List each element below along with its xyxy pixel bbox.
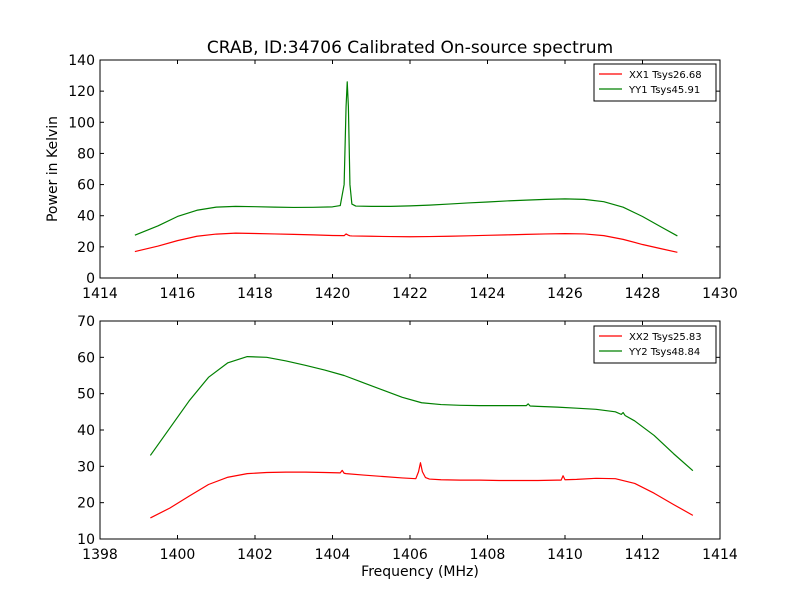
y-tick-label: 120: [68, 84, 95, 100]
x-tick-label: 1422: [392, 286, 428, 302]
y-tick-label: 20: [77, 240, 95, 256]
legend-label-1: XX1 Tsys26.68: [629, 70, 702, 81]
legend-label-2: YY1 Tsys45.91: [628, 85, 700, 96]
x-tick-label: 1402: [237, 547, 273, 563]
legend: XX2 Tsys25.83 YY2 Tsys48.84: [593, 325, 717, 364]
x-axis-label: Frequency (MHz): [361, 564, 479, 580]
y-tick-label: 60: [77, 350, 95, 366]
x-tick-label: 1430: [702, 286, 738, 302]
y-tick-label: 80: [77, 146, 95, 162]
y-tick-label: 10: [77, 532, 95, 548]
legend-label-2: YY2 Tsys48.84: [628, 347, 700, 358]
x-tick-label: 1412: [625, 547, 661, 563]
legend: XX1 Tsys26.68 YY1 Tsys45.91: [593, 63, 717, 102]
legend-label-1: XX2 Tsys25.83: [629, 332, 702, 343]
x-tick-label: 1406: [392, 547, 428, 563]
y-tick-label: 0: [86, 271, 95, 287]
series-line-2: [134, 81, 678, 237]
x-tick-label: 1410: [547, 547, 583, 563]
y-tick-label: 140: [68, 53, 95, 69]
x-tick-label: 1408: [470, 547, 506, 563]
legend-box: [593, 325, 717, 364]
plot-1: 1414 1416 1418 1420 1422 1424 1426 1428 1430 0 20 4…: [45, 53, 738, 302]
plot-2: 1398 1400 1402 1404 1406 1408 1410 1412 1414 10 20…: [77, 314, 738, 580]
x-tick-label: 1404: [315, 547, 351, 563]
x-tick-label: 1400: [160, 547, 196, 563]
x-tick-label: 1428: [625, 286, 661, 302]
y-tick-label: 30: [77, 459, 95, 475]
x-tick-label: 1420: [315, 286, 351, 302]
plots: 1414 1416 1418 1420 1422 1424 1426 1428 1430 0 20 4…: [45, 53, 738, 580]
x-tick-label: 1414: [702, 547, 738, 563]
y-axis-label: Power in Kelvin: [45, 116, 61, 222]
series-line-1: [150, 462, 694, 519]
y-tick-label: 70: [77, 314, 95, 330]
legend-box: [593, 63, 717, 102]
y-tick-label: 60: [77, 178, 95, 194]
x-tick-label: 1398: [82, 547, 118, 563]
y-tick-label: 40: [77, 209, 95, 225]
series-line-2: [149, 356, 694, 472]
y-tick-label: 20: [77, 496, 95, 512]
y-tick-label: 50: [77, 387, 95, 403]
x-tick-label: 1414: [82, 286, 118, 302]
x-tick-label: 1426: [547, 286, 583, 302]
x-tick-label: 1416: [160, 286, 196, 302]
x-tick-label: 1418: [237, 286, 273, 302]
x-tick-label: 1424: [470, 286, 506, 302]
y-tick-label: 40: [77, 423, 95, 439]
y-tick-label: 100: [68, 115, 95, 131]
figure-title: CRAB, ID:34706 Calibrated On-source spec…: [207, 38, 613, 58]
series-line-1: [134, 232, 678, 253]
